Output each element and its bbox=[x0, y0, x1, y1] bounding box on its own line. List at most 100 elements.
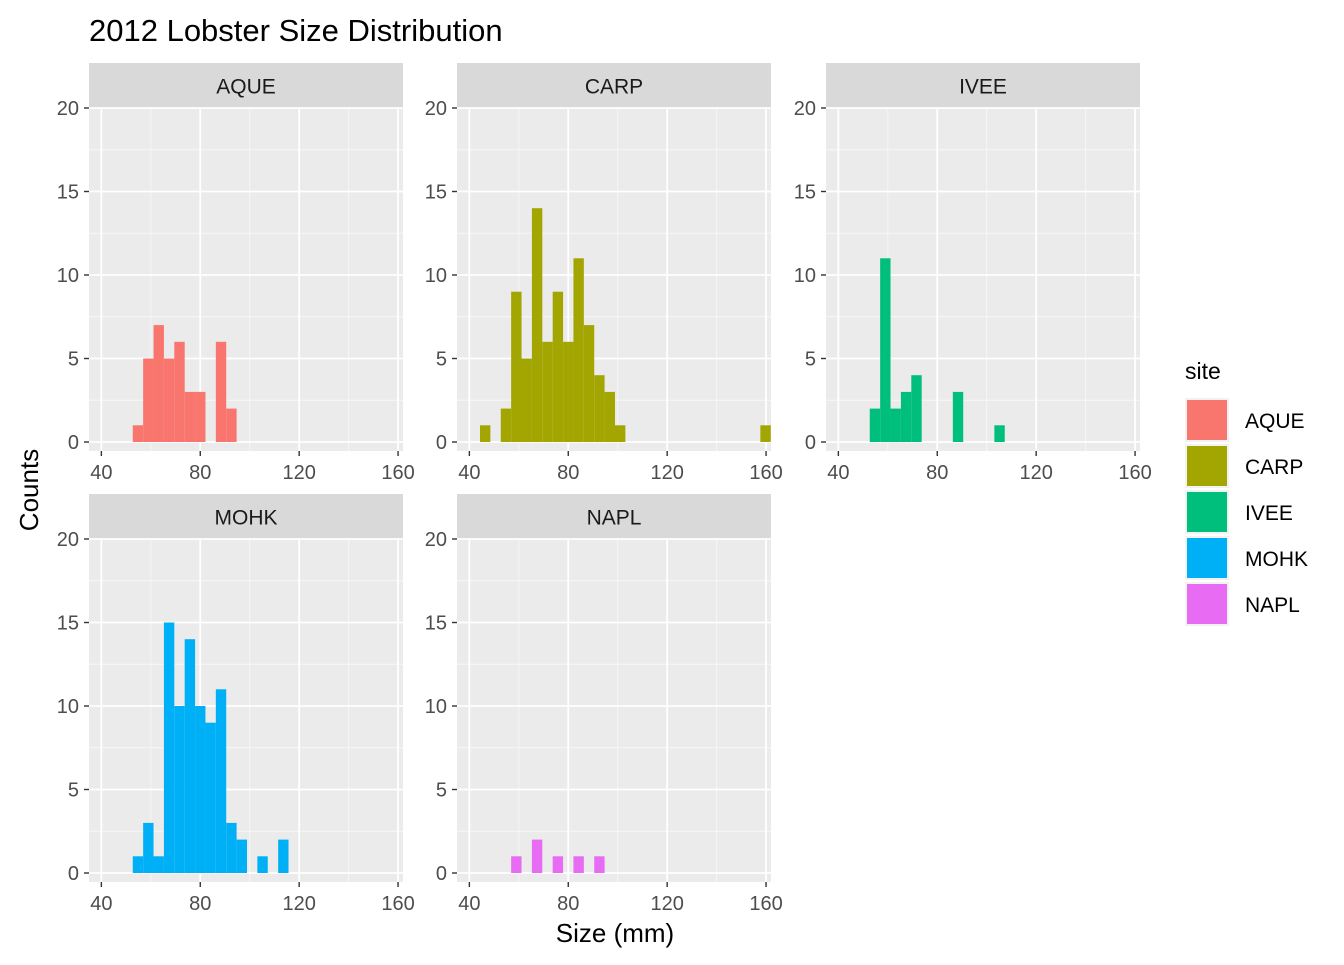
histogram-bar bbox=[278, 839, 289, 873]
legend-key-swatch bbox=[1187, 492, 1227, 532]
facet-panel-napl: NAPL 0 5 10 15 20 40 80 120 160 bbox=[425, 494, 783, 915]
facet-panel-aque: AQUE 0 5 10 15 20 40 80 120 160 bbox=[57, 63, 415, 484]
y-tick-label: 10 bbox=[425, 265, 447, 287]
x-tick-label: 120 bbox=[650, 893, 683, 915]
histogram-bar bbox=[132, 856, 144, 873]
histogram-bar bbox=[880, 258, 891, 442]
histogram-bar bbox=[573, 856, 584, 873]
histogram-bar bbox=[226, 408, 237, 442]
y-tick-label: 10 bbox=[57, 265, 79, 287]
x-tick-label: 160 bbox=[381, 893, 414, 915]
panel-background bbox=[826, 108, 1140, 451]
facet-strip bbox=[826, 63, 1140, 108]
y-tick-label: 5 bbox=[68, 349, 79, 371]
legend-key-swatch bbox=[1187, 446, 1227, 486]
y-tick-label: 15 bbox=[57, 613, 79, 635]
y-tick-label: 20 bbox=[425, 98, 447, 120]
legend-title: site bbox=[1185, 358, 1221, 384]
x-tick-label: 40 bbox=[827, 462, 849, 484]
histogram-bar bbox=[869, 408, 881, 442]
histogram-bar bbox=[594, 375, 605, 442]
facet-strip-label: MOHK bbox=[215, 507, 278, 530]
x-tick-label: 80 bbox=[189, 462, 211, 484]
histogram-bar bbox=[521, 358, 532, 442]
facet-panel-mohk: MOHK 0 5 10 15 20 40 80 120 160 bbox=[57, 494, 415, 915]
legend-key-swatch bbox=[1187, 400, 1227, 440]
histogram-bar bbox=[226, 822, 237, 873]
histogram-bar bbox=[511, 856, 522, 873]
histogram-bar bbox=[994, 425, 1005, 442]
y-tick-label: 15 bbox=[794, 182, 816, 204]
histogram-bar bbox=[143, 822, 154, 873]
y-tick-label: 5 bbox=[436, 780, 447, 802]
legend-item-label: MOHK bbox=[1245, 548, 1308, 571]
legend-item-napl: NAPL bbox=[1185, 582, 1300, 626]
histogram-bar bbox=[760, 425, 771, 442]
y-tick-label: 15 bbox=[57, 182, 79, 204]
facet-strip bbox=[89, 63, 403, 108]
histogram-bar bbox=[583, 325, 595, 442]
histogram-bar bbox=[531, 208, 543, 442]
legend-item-aque: AQUE bbox=[1185, 398, 1305, 442]
histogram-bar bbox=[174, 341, 185, 442]
legend-key-swatch bbox=[1187, 538, 1227, 578]
legend-item-ivee: IVEE bbox=[1185, 490, 1293, 534]
histogram-bar bbox=[174, 706, 185, 873]
x-tick-label: 120 bbox=[1019, 462, 1052, 484]
histogram-bar bbox=[153, 856, 164, 873]
legend: AQUE CARP IVEE MOHK NAPL bbox=[1185, 398, 1308, 626]
y-tick-label: 5 bbox=[436, 349, 447, 371]
legend-key-swatch bbox=[1187, 584, 1227, 624]
panel-background bbox=[89, 539, 403, 882]
facet-strip-label: AQUE bbox=[216, 76, 276, 99]
histogram-bar bbox=[143, 358, 154, 442]
histogram-bar bbox=[594, 856, 605, 873]
x-tick-label: 80 bbox=[926, 462, 948, 484]
y-tick-label: 20 bbox=[794, 98, 816, 120]
x-tick-label: 160 bbox=[381, 462, 414, 484]
x-tick-label: 120 bbox=[650, 462, 683, 484]
y-tick-label: 10 bbox=[794, 265, 816, 287]
facet-strip bbox=[89, 494, 403, 539]
y-tick-label: 5 bbox=[805, 349, 816, 371]
y-tick-label: 0 bbox=[436, 863, 447, 885]
histogram-bar bbox=[573, 258, 584, 442]
facet-strip bbox=[457, 494, 771, 539]
histogram-bar bbox=[911, 375, 922, 442]
histogram-bar bbox=[552, 291, 564, 442]
legend-item-carp: CARP bbox=[1185, 444, 1303, 488]
x-tick-label: 160 bbox=[1118, 462, 1151, 484]
x-tick-label: 120 bbox=[282, 462, 315, 484]
facet-panels: AQUE 0 5 10 15 20 40 80 120 160 CARP 0 5 10 15 20 40 80 12… bbox=[57, 63, 1152, 915]
y-tick-label: 10 bbox=[57, 696, 79, 718]
y-tick-label: 0 bbox=[68, 863, 79, 885]
y-tick-label: 0 bbox=[68, 432, 79, 454]
histogram-bar bbox=[195, 706, 206, 873]
histogram-bar bbox=[563, 341, 574, 442]
histogram-bar bbox=[511, 291, 522, 442]
x-axis-label: Size (mm) bbox=[556, 918, 674, 948]
histogram-bar bbox=[215, 689, 227, 873]
histogram-bar bbox=[952, 391, 964, 442]
facet-strip bbox=[457, 63, 771, 108]
histogram-bar bbox=[184, 639, 196, 873]
histogram-bar bbox=[153, 325, 164, 442]
x-tick-label: 40 bbox=[90, 462, 112, 484]
x-tick-label: 40 bbox=[458, 462, 480, 484]
histogram-bar bbox=[215, 341, 227, 442]
histogram-bar bbox=[236, 839, 247, 873]
histogram-bar bbox=[257, 856, 268, 873]
histogram-bar bbox=[604, 391, 615, 442]
histogram-bar bbox=[900, 391, 912, 442]
x-tick-label: 80 bbox=[557, 462, 579, 484]
panel-background bbox=[89, 108, 403, 451]
facet-panel-ivee: IVEE 0 5 10 15 20 40 80 120 160 bbox=[794, 63, 1152, 484]
legend-item-mohk: MOHK bbox=[1185, 536, 1308, 580]
y-axis-label: Counts bbox=[14, 449, 44, 531]
histogram-bar bbox=[552, 856, 564, 873]
x-tick-label: 160 bbox=[749, 462, 782, 484]
x-tick-label: 120 bbox=[282, 893, 315, 915]
legend-item-label: CARP bbox=[1245, 456, 1303, 479]
